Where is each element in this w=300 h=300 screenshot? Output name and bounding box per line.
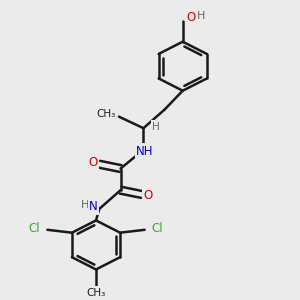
Text: O: O [143,189,152,203]
Text: N: N [89,200,98,213]
Text: NH: NH [136,145,154,158]
Text: Cl: Cl [152,222,164,235]
Text: H: H [152,122,160,132]
Text: H: H [80,200,89,210]
Text: O: O [89,156,98,169]
Text: O: O [186,11,196,24]
Text: CH₃: CH₃ [86,287,106,298]
Text: H: H [196,11,205,21]
Text: Cl: Cl [28,222,40,235]
Text: CH₃: CH₃ [96,109,116,119]
